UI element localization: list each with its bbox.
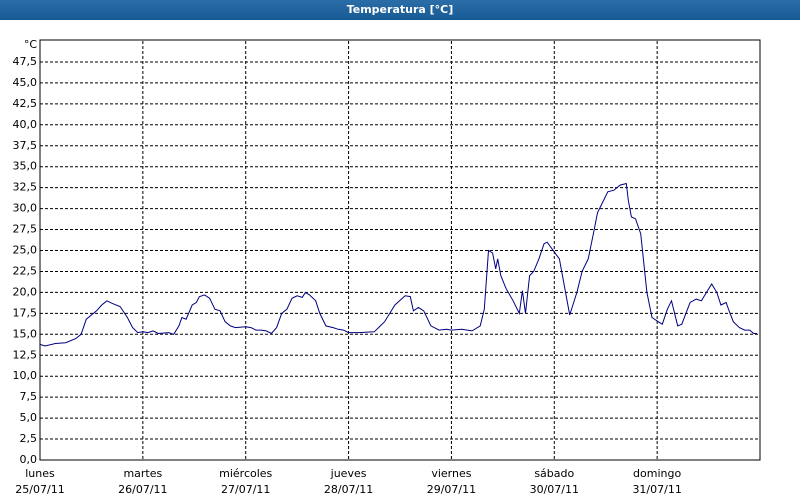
- y-tick-label: 5,0: [20, 411, 38, 424]
- x-tick-date: 26/07/11: [118, 483, 167, 496]
- y-tick-label: 0,0: [20, 453, 38, 466]
- x-tick-label: martes: [123, 467, 162, 480]
- temperature-line: [39, 182, 757, 347]
- y-tick-label: 7,5: [20, 390, 38, 403]
- x-tick-date: 28/07/11: [324, 483, 373, 496]
- x-tick-date: 31/07/11: [632, 483, 681, 496]
- x-tick-label: sábado: [534, 467, 574, 480]
- x-tick-label: jueves: [330, 467, 367, 480]
- x-tick-date: 29/07/11: [427, 483, 476, 496]
- y-tick-label: 12,5: [13, 348, 38, 361]
- y-tick-label: 30,0: [13, 202, 38, 215]
- y-tick-label: 20,0: [13, 285, 38, 298]
- plot-frame: [39, 39, 761, 461]
- y-tick-label: 32,5: [13, 181, 38, 194]
- y-tick-label: 35,0: [13, 160, 38, 173]
- y-tick-label: 40,0: [13, 118, 38, 131]
- y-tick-label: 2,5: [20, 432, 38, 445]
- plot-area: 0,0 2,5 5,0 7,5 10,0 12,5 15,0 17,5 20,0 22,5 25,0…: [13, 39, 761, 496]
- x-tick-date: 30/07/11: [530, 483, 579, 496]
- y-tick-label: 22,5: [13, 264, 38, 277]
- y-tick-label: 37,5: [13, 139, 38, 152]
- y-tick-label: 27,5: [13, 223, 38, 236]
- x-tick-label: lunes: [25, 467, 55, 480]
- x-tick-label: miércoles: [219, 467, 272, 480]
- y-tick-label: 17,5: [13, 306, 38, 319]
- y-tick-label: 42,5: [13, 97, 38, 110]
- chart-title: Temperatura [°C]: [347, 3, 454, 16]
- x-tick-date: 27/07/11: [221, 483, 270, 496]
- y-tick-label: 25,0: [13, 244, 38, 257]
- y-tick-label: 15,0: [13, 327, 38, 340]
- x-tick-date: 25/07/11: [15, 483, 64, 496]
- title-bar: [0, 0, 800, 20]
- y-tick-label: 10,0: [13, 369, 38, 382]
- x-tick-label: viernes: [431, 467, 471, 480]
- y-tick-label: 47,5: [13, 55, 38, 68]
- x-tick-label: domingo: [633, 467, 681, 480]
- y-unit-label: °C: [24, 38, 38, 51]
- y-tick-label: 45,0: [13, 76, 38, 89]
